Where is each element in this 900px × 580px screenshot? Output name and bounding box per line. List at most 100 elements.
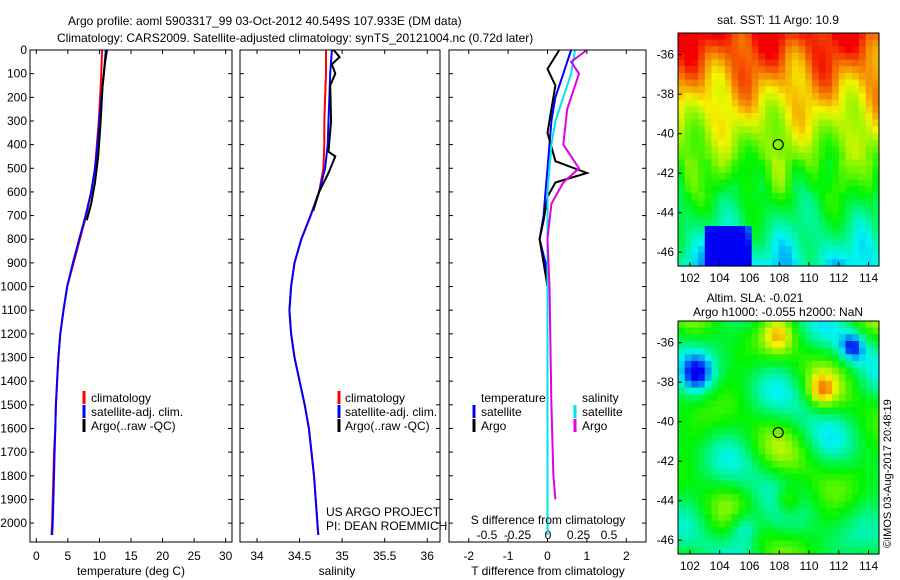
map-cell [818, 414, 826, 422]
map-cell [798, 520, 806, 528]
map-cell [825, 186, 833, 194]
map-cell [858, 480, 867, 489]
map-cell [711, 467, 719, 475]
map-cell [745, 152, 753, 161]
map-cell [858, 112, 867, 121]
map-cell [852, 206, 860, 214]
map-cell [785, 514, 793, 522]
map-cell [845, 407, 853, 415]
map-cell [872, 420, 880, 429]
map-cell [691, 99, 699, 107]
map-cell [798, 192, 806, 201]
map-cell [785, 239, 793, 247]
legend-label-climatology: climatology [91, 391, 151, 405]
map-cell [785, 206, 793, 214]
map-cell [805, 126, 813, 134]
map-cell [832, 86, 840, 94]
map-cell [805, 226, 813, 234]
map-cell [718, 420, 726, 429]
map-cell [785, 159, 793, 167]
map-cell [698, 86, 706, 94]
map-cell [778, 507, 786, 515]
map-cell [738, 72, 746, 81]
map-cell [838, 33, 847, 41]
map-cell [812, 407, 820, 415]
map-cell [805, 132, 813, 141]
map-x-tick-label: 112 [829, 271, 848, 285]
map-cell [711, 179, 719, 187]
map-cell [852, 374, 860, 382]
map-cell [812, 454, 820, 462]
map-cell [785, 219, 793, 227]
map-cell [751, 192, 759, 201]
map-cell [751, 212, 759, 220]
map-cell [845, 106, 853, 114]
map-cell [745, 226, 753, 234]
map-cell [771, 467, 780, 475]
depth-tick-label: 1500 [0, 398, 27, 412]
map-cell [852, 347, 860, 355]
map-cell [858, 66, 867, 74]
map-cell [684, 514, 692, 522]
map-cell [698, 246, 706, 254]
map-cell [785, 52, 793, 61]
map-cell [771, 507, 780, 515]
map-cell [724, 86, 733, 94]
map-cell [838, 226, 847, 234]
map-cell [858, 212, 867, 220]
map-cell [845, 86, 853, 94]
map-cell [731, 534, 739, 542]
map-cell [838, 206, 847, 214]
map-cell [791, 72, 800, 81]
map-cell [791, 46, 800, 54]
map-cell [838, 232, 847, 240]
map-cell [852, 146, 860, 154]
map-cell [791, 407, 800, 415]
map-cell [758, 219, 766, 227]
map-cell [745, 394, 753, 402]
map-cell [731, 440, 739, 449]
map-cell [771, 146, 780, 154]
map-cell [724, 39, 733, 47]
map-cell [832, 259, 840, 267]
map-cell [684, 39, 692, 47]
map-cell [832, 340, 840, 349]
map-cell [872, 514, 880, 522]
map-cell [805, 52, 813, 61]
map-cell [805, 172, 813, 181]
map-cell [791, 206, 800, 214]
map-cell [791, 394, 800, 402]
map-cell [825, 119, 833, 127]
map-cell [698, 414, 706, 422]
map-cell [858, 259, 867, 267]
map-cell [718, 239, 726, 247]
map-cell [691, 132, 699, 141]
map-cell [865, 186, 873, 194]
map-cell [771, 46, 780, 54]
map-y-tick-label: -36 [657, 336, 675, 350]
map-cell [698, 259, 706, 267]
map-cell [724, 527, 733, 535]
map-cell [698, 527, 706, 535]
map-cell [852, 119, 860, 127]
map-cell [771, 226, 780, 234]
map-cell [778, 460, 786, 469]
map-cell [832, 447, 840, 455]
map-cell [678, 340, 686, 349]
map-cell [691, 86, 699, 94]
map-cell [678, 206, 686, 214]
map-cell [778, 340, 786, 349]
map-cell [738, 507, 746, 515]
map-cell [678, 179, 686, 187]
map-cell [698, 360, 706, 369]
map-cell [852, 534, 860, 542]
map-cell [805, 46, 813, 54]
map-cell [805, 534, 813, 542]
map-cell [818, 334, 826, 342]
map-cell [865, 534, 873, 542]
map-cell [818, 119, 826, 127]
map-cell [751, 420, 759, 429]
map-cell [711, 139, 719, 147]
map-cell [698, 39, 706, 47]
map-cell [711, 172, 719, 181]
